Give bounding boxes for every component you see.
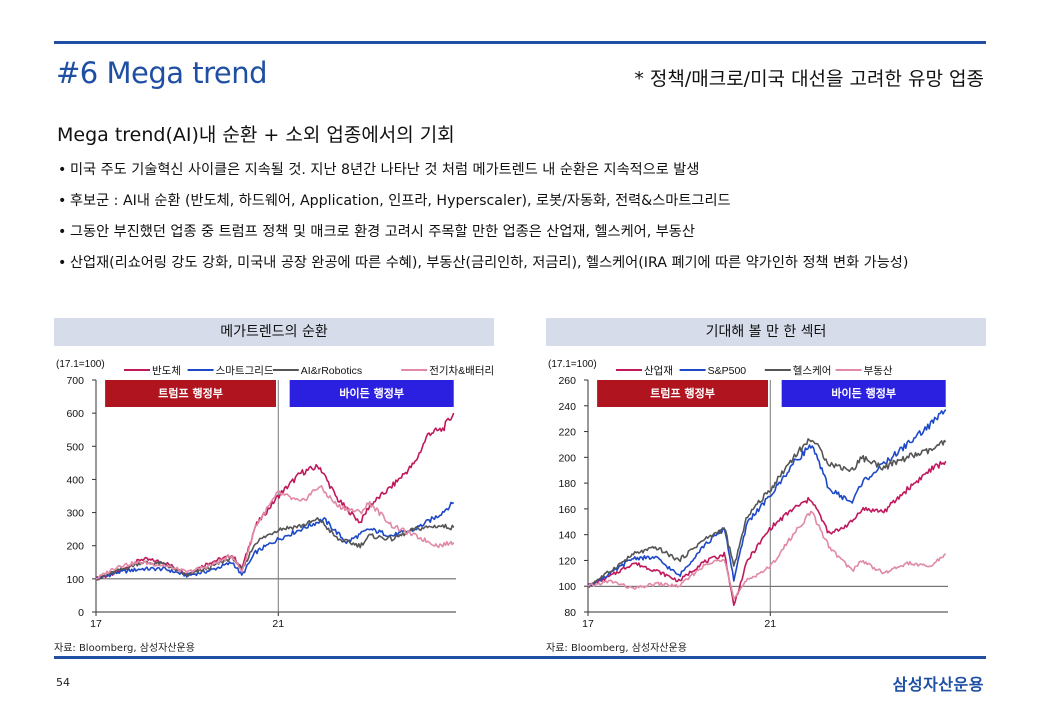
bullet-list: • 미국 주도 기술혁신 사이클은 지속될 것. 지난 8년간 나타난 것 처럼 … xyxy=(58,159,998,283)
y-tick-label: 100 xyxy=(66,574,84,586)
legend-label: AI&rRobotics xyxy=(301,365,362,377)
section-title: Mega trend(AI)내 순환 + 소외 업종에서의 기회 xyxy=(57,124,455,146)
legend-label: 스마트그리드 xyxy=(216,365,274,377)
unit-label: (17.1=100) xyxy=(56,359,105,370)
y-tick-label: 200 xyxy=(66,541,84,553)
series-line xyxy=(587,510,947,600)
y-tick-label: 160 xyxy=(558,504,576,516)
series-line xyxy=(95,501,455,580)
brand-logo: 삼성자산운용 xyxy=(892,675,984,694)
administration-band xyxy=(597,380,768,407)
administration-band-label: 트럼프 행정부 xyxy=(158,386,223,400)
y-tick-label: 400 xyxy=(66,474,84,486)
x-tick-label: 21 xyxy=(764,618,776,630)
bullet-dot-icon: • xyxy=(58,162,67,178)
administration-band-label: 트럼프 행정부 xyxy=(650,386,715,400)
x-tick-label: 17 xyxy=(90,618,102,630)
y-tick-label: 0 xyxy=(78,607,84,619)
series-line xyxy=(587,409,947,587)
bullet-item: • 미국 주도 기술혁신 사이클은 지속될 것. 지난 8년간 나타난 것 처럼 … xyxy=(58,159,998,190)
series-line xyxy=(587,438,947,587)
administration-band xyxy=(105,380,276,407)
legend-label: 부동산 xyxy=(864,365,893,377)
bullet-text: 산업재(리쇼어링 강도 강화, 미국내 공장 완공에 따른 수혜), 부동산(금… xyxy=(70,255,909,271)
administration-band-label: 바이든 행정부 xyxy=(831,386,896,400)
bullet-text: 미국 주도 기술혁신 사이클은 지속될 것. 지난 8년간 나타난 것 처럼 메… xyxy=(70,162,700,178)
series-line xyxy=(95,485,455,580)
y-tick-label: 260 xyxy=(558,375,576,387)
bottom-rule xyxy=(54,656,986,659)
bullet-text: 그동안 부진했던 업종 중 트럼프 정책 및 매크로 환경 고려시 주목할 만한… xyxy=(70,224,695,240)
bullet-text: 후보군 : AI내 순환 (반도체, 하드웨어, Application, 인프… xyxy=(70,193,731,209)
y-tick-label: 140 xyxy=(558,530,576,542)
administration-band xyxy=(289,380,454,407)
x-tick-label: 21 xyxy=(272,618,284,630)
y-tick-label: 220 xyxy=(558,427,576,439)
y-tick-label: 120 xyxy=(558,555,576,567)
y-tick-label: 100 xyxy=(558,581,576,593)
legend-label: 헬스케어 xyxy=(793,365,832,377)
page-title: #6 Mega trend xyxy=(56,56,268,90)
series-line xyxy=(95,517,455,581)
bullet-item: • 후보군 : AI내 순환 (반도체, 하드웨어, Application, 인… xyxy=(58,190,998,221)
administration-band-label: 바이든 행정부 xyxy=(339,386,404,400)
x-tick-label: 17 xyxy=(582,618,594,630)
chart-right-title: 기대해 볼 만 한 섹터 xyxy=(546,318,986,346)
series-line xyxy=(95,412,455,581)
y-tick-label: 600 xyxy=(66,408,84,420)
y-tick-label: 700 xyxy=(66,375,84,387)
chart-right-source: 자료: Bloomberg, 삼성자산운용 xyxy=(546,643,687,654)
y-tick-label: 180 xyxy=(558,478,576,490)
bullet-dot-icon: • xyxy=(58,224,67,240)
unit-label: (17.1=100) xyxy=(548,359,597,370)
administration-band xyxy=(781,380,946,407)
y-tick-label: 240 xyxy=(558,401,576,413)
top-rule xyxy=(54,41,986,44)
page-number: 54 xyxy=(56,676,70,689)
legend-label: 전기차&배터리 xyxy=(429,365,494,377)
y-tick-label: 80 xyxy=(564,607,576,619)
bullet-dot-icon: • xyxy=(58,193,67,209)
y-tick-label: 500 xyxy=(66,441,84,453)
y-tick-label: 300 xyxy=(66,508,84,520)
bullet-item: • 그동안 부진했던 업종 중 트럼프 정책 및 매크로 환경 고려시 주목할 만… xyxy=(58,221,998,252)
bullet-dot-icon: • xyxy=(58,255,67,271)
page-subtitle: * 정책/매크로/미국 대선을 고려한 유망 업종 xyxy=(634,68,984,90)
chart-left-source: 자료: Bloomberg, 삼성자산운용 xyxy=(54,643,195,654)
series-line xyxy=(587,460,947,606)
legend-label: 반도체 xyxy=(152,365,181,377)
bullet-item: • 산업재(리쇼어링 강도 강화, 미국내 공장 완공에 따른 수혜), 부동산(… xyxy=(58,252,998,283)
chart-left-title: 메가트렌드의 순환 xyxy=(54,318,494,346)
chart-mega-trend: (17.1=100) 반도체 스마트그리드 AI&rRobotics 전기차&배터리트럼… xyxy=(56,359,494,630)
legend-label: 산업재 xyxy=(644,364,673,377)
legend-label: S&P500 xyxy=(708,365,747,377)
y-tick-label: 200 xyxy=(558,452,576,464)
